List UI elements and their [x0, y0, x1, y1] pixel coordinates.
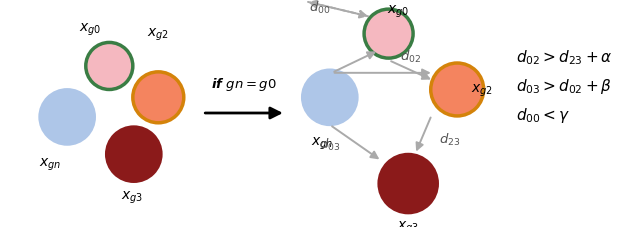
Text: $d_{02} > d_{23} + \alpha$: $d_{02} > d_{23} + \alpha$	[516, 48, 612, 66]
Text: $x_{g2}$: $x_{g2}$	[471, 82, 493, 98]
Text: $x_{g0}$: $x_{g0}$	[79, 22, 101, 38]
Text: $x_{g3}$: $x_{g3}$	[397, 219, 419, 227]
Circle shape	[133, 72, 184, 123]
Text: $x_{gn}$: $x_{gn}$	[40, 156, 61, 172]
Text: $x_{g2}$: $x_{g2}$	[147, 26, 169, 43]
Text: $d_{03} > d_{02} + \beta$: $d_{03} > d_{02} + \beta$	[516, 77, 612, 96]
Circle shape	[86, 43, 133, 90]
Text: $d_{23}$: $d_{23}$	[438, 131, 460, 147]
Circle shape	[379, 155, 438, 213]
Circle shape	[302, 71, 357, 125]
Text: $d_{00} < \gamma$: $d_{00} < \gamma$	[516, 106, 570, 125]
Text: if $gn = g0$: if $gn = g0$	[211, 76, 276, 93]
Circle shape	[40, 90, 95, 145]
Circle shape	[106, 127, 161, 182]
Text: $d_{03}$: $d_{03}$	[319, 137, 340, 153]
Text: $x_{gn}$: $x_{gn}$	[311, 135, 333, 151]
Text: $x_{g3}$: $x_{g3}$	[121, 189, 143, 205]
Text: $x_{g0}$: $x_{g0}$	[387, 4, 410, 20]
Text: $d_{02}$: $d_{02}$	[399, 49, 420, 65]
Circle shape	[364, 10, 413, 59]
Circle shape	[431, 64, 484, 116]
Text: $d_{00}$: $d_{00}$	[309, 0, 331, 16]
